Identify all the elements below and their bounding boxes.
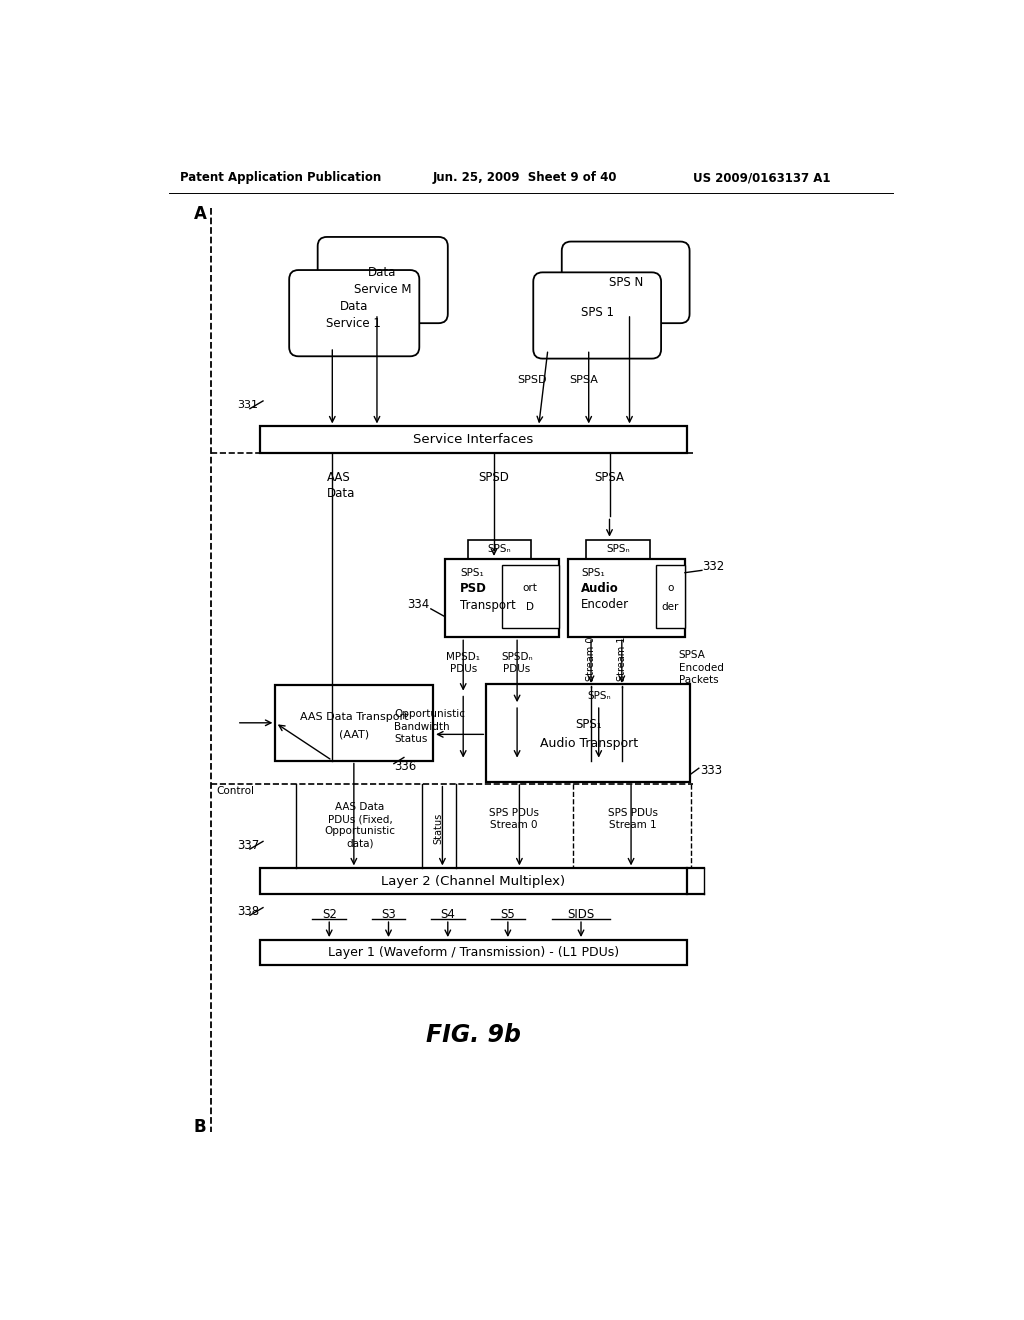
Text: SPS PDUs: SPS PDUs — [607, 808, 657, 818]
Text: AAS Data Transport: AAS Data Transport — [300, 711, 409, 722]
Text: 336: 336 — [394, 760, 416, 774]
Text: AAS: AAS — [327, 471, 350, 484]
Text: Stream 0: Stream 0 — [490, 820, 538, 830]
Text: SPS 1: SPS 1 — [581, 306, 613, 319]
Bar — [275, 685, 433, 760]
Bar — [655, 565, 685, 628]
Text: S3: S3 — [381, 908, 396, 921]
Text: Audio Transport: Audio Transport — [540, 737, 638, 750]
Text: SPSₙ: SPSₙ — [606, 544, 630, 554]
Text: Stream 0: Stream 0 — [586, 636, 596, 681]
Text: der: der — [662, 602, 679, 611]
Text: Layer 2 (Channel Multiplex): Layer 2 (Channel Multiplex) — [381, 875, 565, 887]
Text: PSD: PSD — [460, 582, 487, 594]
Text: SPS PDUs: SPS PDUs — [489, 808, 539, 818]
Bar — [468, 540, 531, 558]
Text: SPS₁: SPS₁ — [575, 718, 602, 731]
Text: S4: S4 — [440, 908, 456, 921]
Text: PDUs: PDUs — [504, 664, 530, 675]
FancyBboxPatch shape — [317, 238, 447, 323]
Text: Data: Data — [340, 300, 368, 313]
Text: Stream 1: Stream 1 — [616, 636, 627, 681]
Text: AAS Data: AAS Data — [336, 801, 385, 812]
Text: MPSD₁: MPSD₁ — [446, 652, 480, 663]
Text: D: D — [526, 602, 535, 611]
Text: Encoder: Encoder — [581, 598, 629, 611]
Text: SPSA: SPSA — [679, 649, 706, 660]
Text: SPSA: SPSA — [569, 375, 598, 385]
Text: data): data) — [346, 838, 374, 849]
Text: Bandwidth: Bandwidth — [394, 722, 450, 731]
Text: SPS₁: SPS₁ — [581, 568, 605, 578]
Text: Data: Data — [369, 265, 396, 279]
Text: SPSDₙ: SPSDₙ — [502, 652, 532, 663]
Text: (AAT): (AAT) — [339, 730, 369, 739]
Text: 334: 334 — [408, 598, 429, 611]
Text: 331: 331 — [237, 400, 258, 409]
Text: FIG. 9b: FIG. 9b — [426, 1023, 520, 1047]
Text: A: A — [194, 205, 207, 223]
Bar — [587, 540, 649, 558]
Bar — [260, 869, 687, 894]
Text: SPSD: SPSD — [478, 471, 509, 484]
Text: SPS₁: SPS₁ — [460, 568, 484, 578]
Text: Stream 1: Stream 1 — [609, 820, 656, 830]
Bar — [260, 940, 687, 965]
Text: Service Interfaces: Service Interfaces — [413, 433, 534, 446]
Bar — [502, 565, 559, 628]
Bar — [260, 426, 687, 453]
Text: Opportunistic: Opportunistic — [394, 709, 465, 719]
Text: o: o — [668, 583, 674, 593]
Text: S5: S5 — [501, 908, 515, 921]
Text: ort: ort — [523, 583, 538, 593]
Bar — [568, 558, 685, 638]
Text: SIDS: SIDS — [567, 908, 595, 921]
Text: Service M: Service M — [353, 282, 411, 296]
Text: SPS N: SPS N — [608, 276, 643, 289]
Text: Layer 1 (Waveform / Transmission) - (L1 PDUs): Layer 1 (Waveform / Transmission) - (L1 … — [328, 946, 618, 960]
Text: S2: S2 — [322, 908, 337, 921]
Text: PDUs: PDUs — [450, 664, 477, 675]
FancyBboxPatch shape — [289, 271, 419, 356]
Text: B: B — [194, 1118, 206, 1137]
Text: Status: Status — [433, 813, 443, 843]
Text: Control: Control — [217, 787, 255, 796]
Text: 333: 333 — [700, 764, 723, 777]
Text: Packets: Packets — [679, 676, 719, 685]
Text: SPSD: SPSD — [518, 375, 547, 385]
Text: Jun. 25, 2009  Sheet 9 of 40: Jun. 25, 2009 Sheet 9 of 40 — [432, 172, 617, 185]
Text: Encoded: Encoded — [679, 663, 724, 673]
Text: PDUs (Fixed,: PDUs (Fixed, — [328, 814, 392, 824]
Text: 338: 338 — [237, 906, 259, 917]
Text: Status: Status — [394, 734, 427, 744]
Bar — [579, 686, 618, 705]
Text: 332: 332 — [701, 560, 724, 573]
Text: US 2009/0163137 A1: US 2009/0163137 A1 — [693, 172, 830, 185]
Text: SPSₙ: SPSₙ — [487, 544, 511, 554]
Text: SPSA: SPSA — [595, 471, 625, 484]
Text: Transport: Transport — [460, 598, 516, 611]
Text: Patent Application Publication: Patent Application Publication — [180, 172, 381, 185]
Text: Opportunistic: Opportunistic — [325, 826, 395, 837]
Text: SPSₙ: SPSₙ — [587, 690, 610, 701]
Text: 337: 337 — [237, 838, 259, 851]
FancyBboxPatch shape — [562, 242, 689, 323]
Bar — [444, 558, 559, 638]
FancyBboxPatch shape — [534, 272, 662, 359]
Bar — [486, 684, 690, 781]
Text: Audio: Audio — [581, 582, 618, 594]
Text: Service 1: Service 1 — [327, 317, 381, 330]
Text: Data: Data — [327, 487, 355, 500]
